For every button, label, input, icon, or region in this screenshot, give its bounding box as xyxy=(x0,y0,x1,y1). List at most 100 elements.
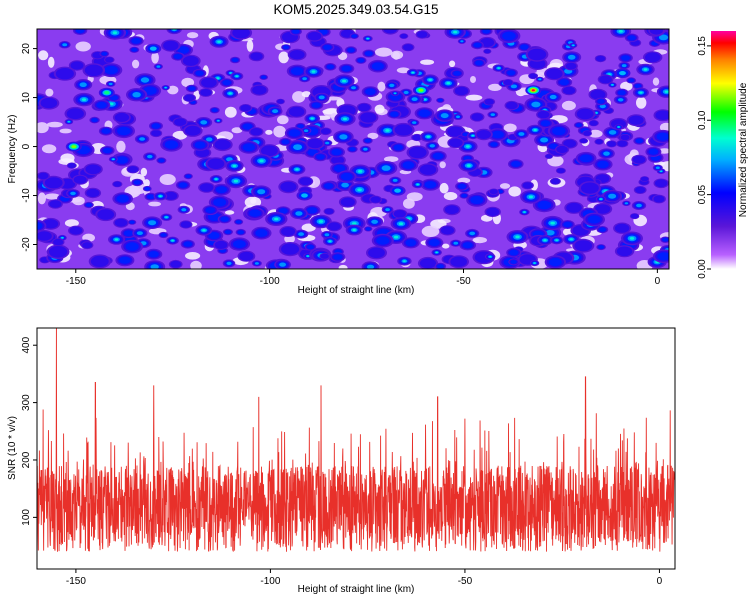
spectrogram-blob xyxy=(158,231,169,239)
spectrogram-blob xyxy=(541,215,565,231)
spectrogram-blob xyxy=(525,47,549,62)
spectrogram-blob xyxy=(621,231,643,246)
spectrogram-blob xyxy=(112,154,132,167)
spectrogram-blob xyxy=(112,180,123,188)
y-tick-label: 300 xyxy=(21,394,32,411)
spectrogram-blob xyxy=(279,226,297,237)
spectrogram-blob xyxy=(593,203,613,215)
spectrogram-blob xyxy=(614,245,635,258)
spectrogram-blob xyxy=(251,260,262,267)
y-tick-label: -10 xyxy=(21,188,32,203)
spectrogram-void xyxy=(443,192,458,201)
spectrogram-blob xyxy=(172,117,188,127)
spectrogram-blob xyxy=(381,206,394,214)
spectrogram-void xyxy=(278,51,289,64)
spectrogram-blob xyxy=(358,111,379,124)
spectrogram-blob xyxy=(37,171,50,180)
spectrogram-blob xyxy=(326,221,343,232)
spectrogram-blob xyxy=(594,55,607,63)
spectrogram-blob xyxy=(180,239,195,249)
spectrogram-hotspot xyxy=(389,185,406,196)
spectrogram-blob xyxy=(212,138,233,152)
spectrogram-void xyxy=(439,161,446,169)
spectrogram-blob xyxy=(528,72,538,80)
spectrogram-blob xyxy=(629,213,640,220)
spectrogram-blob xyxy=(144,192,157,201)
spectrogram-blob xyxy=(555,145,570,154)
spectrogram-blob xyxy=(183,173,193,180)
spectrogram-void xyxy=(620,81,633,92)
spectrogram-blob xyxy=(297,176,314,187)
x-tick-label: -100 xyxy=(260,576,280,587)
spectrogram-blob xyxy=(199,76,219,89)
spectrogram-blob xyxy=(561,85,577,96)
spectrogram-blob xyxy=(564,201,584,214)
spectrogram-blob xyxy=(230,29,253,40)
spectrogram-blob xyxy=(626,114,646,127)
spectrogram-void xyxy=(457,177,471,184)
spectrogram-blob xyxy=(465,228,480,238)
spectrogram-blob xyxy=(631,201,647,210)
spectrogram-void xyxy=(659,122,669,133)
spectrogram-blob xyxy=(526,124,544,136)
spectrogram-blob xyxy=(572,238,595,253)
spectrogram-blob xyxy=(333,74,355,88)
spectrogram-blob xyxy=(417,163,439,177)
spectrogram-blob xyxy=(323,236,337,246)
spectrogram-blob xyxy=(46,244,70,259)
spectrogram-blob xyxy=(401,237,420,249)
spectrogram-blob xyxy=(544,255,567,269)
spectrogram-blob xyxy=(488,188,499,195)
spectrogram-blob xyxy=(72,174,89,185)
colorbar: 0.00 0.05 0.10 0.15 Normalized spectral amp… xyxy=(697,31,749,279)
spectrogram-blob xyxy=(653,109,669,122)
spectrogram-blob xyxy=(497,29,521,44)
spectrogram-blob xyxy=(519,208,530,216)
spectrogram-blob xyxy=(278,242,302,257)
spectrogram-blob xyxy=(619,133,631,141)
colorbar-tick-label: 0.15 xyxy=(697,36,708,56)
spectrogram-void xyxy=(472,237,487,244)
spectrogram-blob xyxy=(407,94,423,104)
spectrogram-blob xyxy=(333,130,354,144)
spectrogram-blob xyxy=(573,122,584,129)
spectrogram-blob xyxy=(371,233,394,248)
spectrogram-blob xyxy=(192,68,207,78)
spectrogram-blob xyxy=(550,236,564,245)
spectrogram-void xyxy=(224,210,235,215)
spectrogram-void xyxy=(421,225,440,237)
spectrogram-void xyxy=(322,108,341,115)
spectrogram-blob xyxy=(546,141,561,151)
spectrogram-blob xyxy=(222,259,236,268)
spectrogram-blob xyxy=(239,104,253,113)
spectrogram-blob xyxy=(467,132,479,140)
spectrogram-blob xyxy=(387,109,402,119)
spectrogram-blob xyxy=(214,118,223,124)
spectrogram-blob xyxy=(588,88,608,101)
spectrogram-blob xyxy=(632,87,649,98)
spectrogram-blob xyxy=(306,30,323,42)
spectrogram-void xyxy=(244,196,262,208)
spectrogram-blob xyxy=(606,140,618,148)
spectrogram-blob xyxy=(359,145,371,153)
spectrogram-blob xyxy=(121,239,144,254)
spectrogram-blob xyxy=(618,62,630,70)
spectrogram-blob xyxy=(104,56,115,64)
spectrogram-blob xyxy=(443,204,461,216)
spectrogram-void xyxy=(273,125,286,138)
spectrogram-blob xyxy=(419,131,437,142)
spectrogram-blob xyxy=(411,133,423,142)
spectrogram-blob xyxy=(369,195,382,204)
spectrogram-void xyxy=(41,144,57,154)
snr-panel: -150 -100 -50 0 100 200 300 400 Height of stra… xyxy=(7,327,676,595)
spectrogram-blob xyxy=(161,39,181,52)
y-tick-label: 20 xyxy=(21,43,32,55)
spectrogram-blob xyxy=(608,82,617,88)
spectrogram-blob xyxy=(128,36,144,46)
spectrogram-blob xyxy=(290,207,308,220)
spectrogram-blob xyxy=(653,178,669,189)
spectrogram-blob xyxy=(248,127,264,137)
spectrogram-blob xyxy=(450,69,464,78)
spectrogram-blob xyxy=(469,112,485,122)
